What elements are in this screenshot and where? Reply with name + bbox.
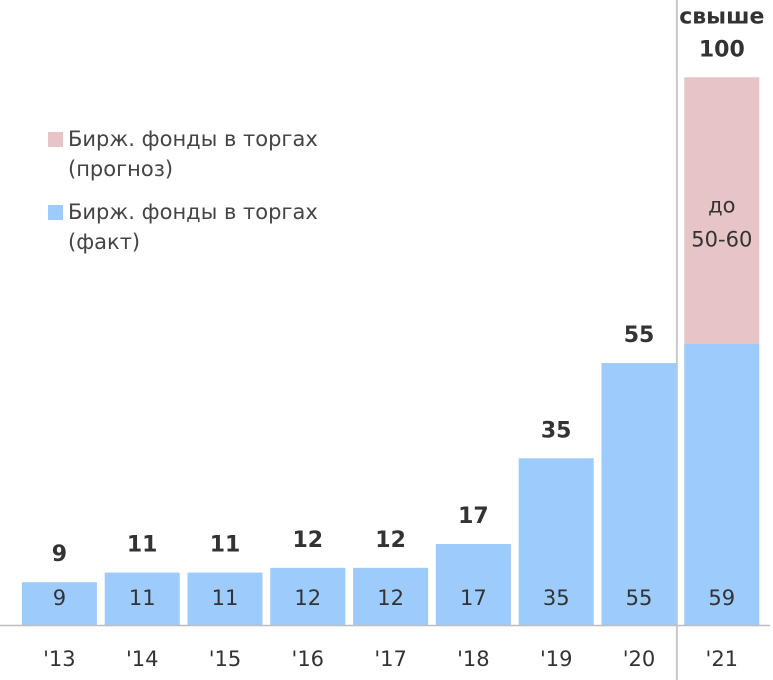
segment-label: 35: [543, 586, 570, 610]
segment-label: 12: [294, 586, 321, 610]
bar-segment: [601, 363, 677, 625]
highlight-box: [675, 0, 678, 680]
total-label: 17: [458, 504, 489, 529]
x-tick-label: '14: [126, 647, 159, 671]
x-tick-label: '17: [374, 647, 407, 671]
segment-label: 11: [129, 586, 156, 610]
x-tick-label: '16: [292, 647, 325, 671]
x-tick-label: '15: [209, 647, 242, 671]
total-label: 11: [127, 533, 158, 558]
total-label: 9: [52, 542, 67, 567]
bar-segment: [104, 572, 180, 625]
total-label: 12: [292, 528, 323, 553]
x-tick-label: '20: [623, 647, 656, 671]
legend-label: Бирж. фонды в торгах (прогноз): [68, 127, 318, 181]
x-tick-label: '13: [43, 647, 76, 671]
segment-label: 12: [377, 586, 404, 610]
x-tick-label: '18: [457, 647, 490, 671]
legend-label: Бирж. фонды в торгах (факт): [68, 200, 318, 254]
legend-swatch: [48, 132, 63, 147]
legend-swatch: [48, 205, 63, 220]
bar-segment: [353, 567, 429, 625]
x-tick-label: '21: [706, 647, 739, 671]
bar-segment: [187, 572, 263, 625]
total-label: 11: [210, 533, 241, 558]
segment-label: 59: [708, 586, 735, 610]
bar-segment: [684, 77, 760, 344]
total-label: 12: [375, 528, 406, 553]
total-label: свыше 100: [679, 4, 764, 62]
bar-segment: [684, 344, 760, 625]
bar-segment: [518, 458, 594, 625]
segment-label: 11: [212, 586, 239, 610]
bar-segment: [21, 582, 97, 625]
x-tick-label: '19: [540, 647, 573, 671]
total-label: 35: [541, 418, 572, 443]
segment-label: до 50-60: [691, 194, 752, 252]
segment-label: 9: [53, 586, 66, 610]
bar-segment: [270, 567, 346, 625]
total-label: 55: [624, 323, 655, 348]
segment-label: 55: [626, 586, 653, 610]
segment-label: 17: [460, 586, 487, 610]
bar-segment: [435, 544, 511, 625]
